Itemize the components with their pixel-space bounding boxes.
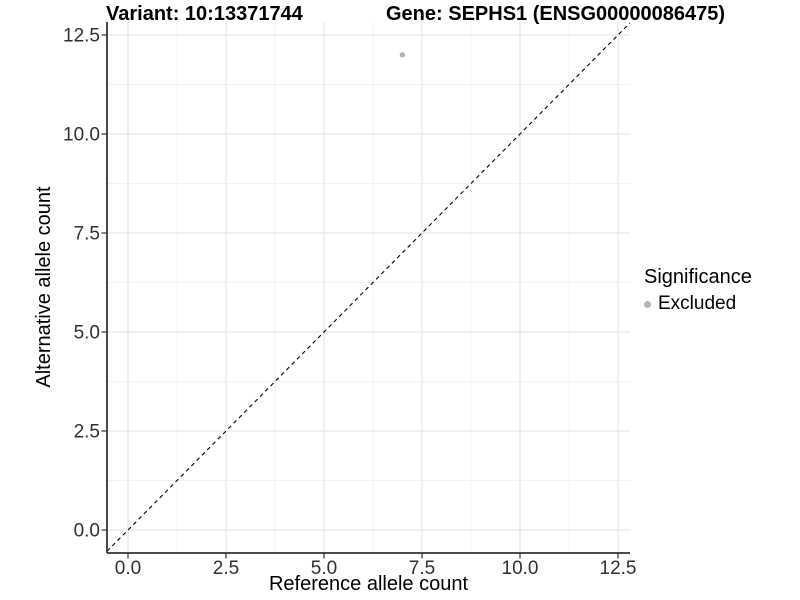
y-tick-label: 12.5 xyxy=(63,26,100,47)
legend-item: Excluded xyxy=(644,293,752,315)
x-axis-title: Reference allele count xyxy=(268,573,468,595)
y-tick-label: 2.5 xyxy=(74,422,100,443)
plot-title-gene: Gene: SEPHS1 (ENSG00000086475) xyxy=(386,3,726,25)
x-tick-label: 5.0 xyxy=(311,558,337,579)
y-tick-label: 5.0 xyxy=(74,323,100,344)
x-tick-label: 2.5 xyxy=(213,558,239,579)
plot-title-variant: Variant: 10:13371744 xyxy=(106,3,303,25)
y-tick-label: 7.5 xyxy=(74,224,100,245)
x-tick-label: 0.0 xyxy=(115,558,141,579)
legend-marker-dot xyxy=(644,300,651,308)
legend: Significance Excluded xyxy=(644,266,752,315)
y-tick-label: 10.0 xyxy=(63,125,100,146)
x-tick-label: 12.5 xyxy=(600,558,637,579)
y-tick-label: 0.0 xyxy=(74,521,100,542)
x-tick-label: 10.0 xyxy=(502,558,539,579)
x-tick-label: 7.5 xyxy=(409,558,435,579)
legend-items: Excluded xyxy=(644,293,752,315)
y-axis-title: Alternative allele count xyxy=(33,186,55,388)
identity-reference-line xyxy=(106,22,631,552)
legend-title: Significance xyxy=(644,266,752,288)
legend-item-label: Excluded xyxy=(658,293,737,314)
data-point xyxy=(399,52,406,58)
